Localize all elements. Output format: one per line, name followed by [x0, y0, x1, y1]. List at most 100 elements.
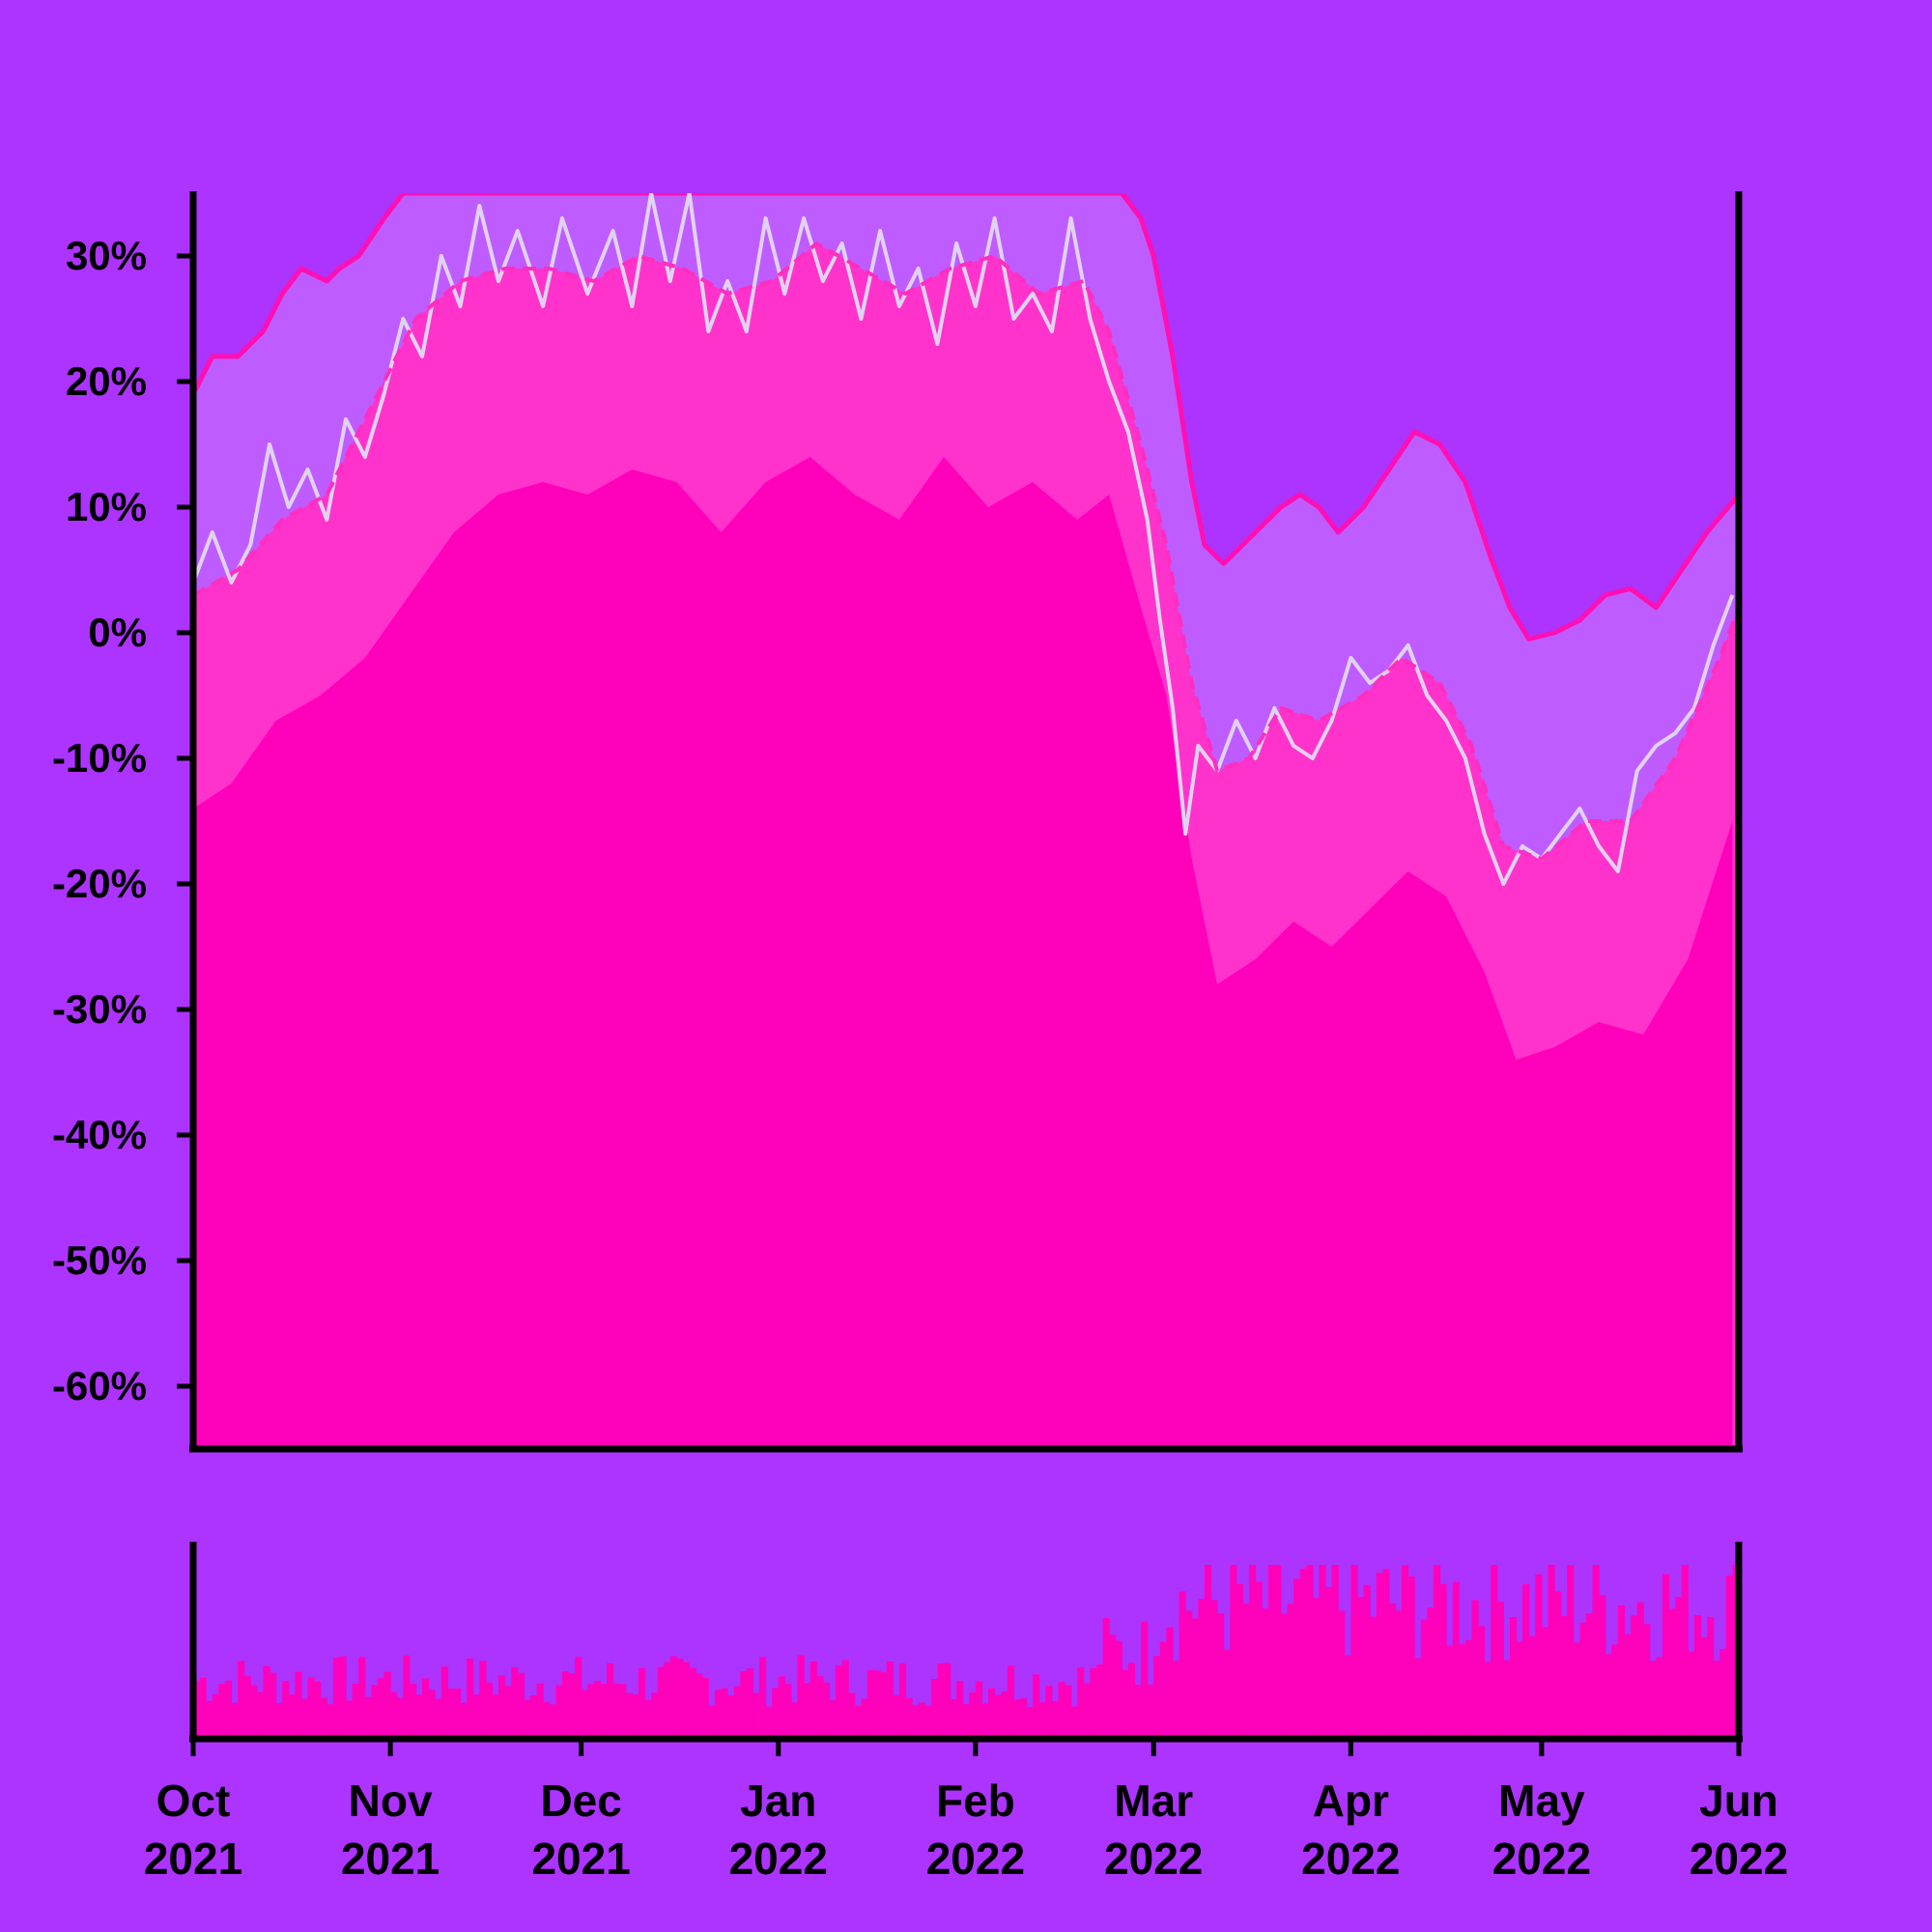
volume-bar — [1356, 1597, 1365, 1739]
volume-bar — [263, 1665, 270, 1739]
volume-bar — [428, 1690, 436, 1739]
volume-bar — [1573, 1642, 1580, 1739]
volume-bar — [1579, 1622, 1587, 1739]
y-tick-label: 0% — [88, 610, 147, 655]
volume-bar — [1122, 1669, 1129, 1739]
volume-bar — [1058, 1682, 1065, 1739]
volume-bar — [543, 1702, 551, 1739]
volume-bar — [1668, 1608, 1676, 1739]
volume-bar — [1083, 1683, 1091, 1739]
volume-bar — [1287, 1604, 1294, 1739]
x-tick-month: Oct — [156, 1776, 231, 1826]
volume-bar — [364, 1696, 372, 1739]
x-tick-month: Feb — [936, 1776, 1015, 1826]
y-tick-label: -60% — [52, 1363, 147, 1408]
volume-bar — [1070, 1706, 1078, 1739]
volume-bar — [1127, 1662, 1136, 1739]
volume-bar — [988, 1688, 996, 1739]
volume-bar — [275, 1702, 283, 1739]
volume-bar — [753, 1692, 760, 1739]
volume-bar — [898, 1663, 907, 1739]
volume-bar — [485, 1682, 494, 1739]
volume-bar — [1395, 1610, 1403, 1739]
volume-bar — [1115, 1640, 1122, 1739]
volume-bar — [1631, 1615, 1638, 1739]
x-tick-year: 2022 — [729, 1833, 828, 1884]
volume-bar — [937, 1663, 945, 1739]
y-tick-label: -10% — [52, 735, 147, 781]
volume-bar — [962, 1704, 970, 1739]
volume-bar — [1306, 1565, 1314, 1739]
volume-bar — [1166, 1627, 1174, 1739]
volume-bar — [530, 1694, 538, 1739]
volume-bar — [1649, 1661, 1657, 1739]
volume-bar — [332, 1658, 341, 1739]
volume-bar — [1434, 1565, 1441, 1739]
volume-bar — [644, 1699, 652, 1739]
x-tick-year: 2022 — [1301, 1833, 1400, 1884]
volume-bar — [1262, 1608, 1269, 1739]
volume-bar — [1077, 1667, 1085, 1739]
price-line — [193, 193, 1735, 886]
volume-bar — [1407, 1577, 1415, 1739]
volume-bar — [1051, 1701, 1060, 1739]
volume-bar — [708, 1705, 716, 1739]
volume-bar — [396, 1697, 404, 1739]
volume-bar — [1033, 1674, 1040, 1739]
volume-bar — [994, 1694, 1002, 1739]
x-tick-year: 2021 — [144, 1833, 242, 1884]
volume-bar — [288, 1694, 296, 1739]
volume-bar — [587, 1684, 595, 1739]
x-tick-month: Nov — [349, 1776, 433, 1826]
volume-bar — [377, 1678, 385, 1739]
volume-bar — [339, 1656, 347, 1739]
volume-bar — [243, 1676, 251, 1739]
x-tick-month: Dec — [540, 1776, 621, 1826]
volume-bar — [1719, 1649, 1727, 1739]
x-tick-month: Jan — [740, 1776, 816, 1826]
volume-bar — [701, 1678, 709, 1739]
volume-bar — [1236, 1583, 1243, 1739]
volume-bar — [632, 1694, 639, 1739]
volume-bar — [1541, 1627, 1549, 1739]
volume-bar — [193, 1681, 201, 1739]
volume-bar — [912, 1705, 920, 1739]
volume-bar — [651, 1692, 659, 1739]
volume-bar — [454, 1689, 462, 1739]
volume-bar — [1274, 1565, 1282, 1739]
volume-bar — [848, 1692, 856, 1739]
volume-bar — [638, 1667, 646, 1739]
volume-bar — [733, 1686, 741, 1739]
volume-bar — [1293, 1578, 1301, 1739]
y-tick-label: 30% — [66, 233, 147, 278]
y-tick-label: -20% — [52, 861, 147, 906]
x-tick-year: 2022 — [1104, 1833, 1203, 1884]
volume-bar — [683, 1662, 691, 1739]
volume-bar — [950, 1699, 957, 1739]
volume-bar — [1586, 1613, 1594, 1739]
volume-bar — [231, 1702, 239, 1739]
volume-bar — [1147, 1684, 1154, 1739]
moving-average-line — [193, 242, 1739, 861]
volume-bar — [873, 1670, 881, 1739]
x-tick-month: Jun — [1699, 1776, 1778, 1826]
y-axis: 30% 20% 10% 0% -10% -20% -30% -40% -50% -60% — [52, 233, 193, 1408]
volume-bar — [880, 1672, 888, 1739]
volume-bar — [422, 1678, 430, 1739]
volume-bar — [1102, 1618, 1110, 1739]
volume-bar — [1599, 1595, 1606, 1739]
volume-bar — [1478, 1626, 1486, 1739]
volume-bar — [492, 1694, 499, 1739]
volume-bar — [1026, 1707, 1034, 1739]
volume-bar — [790, 1702, 799, 1739]
volume-bar — [447, 1689, 455, 1739]
volume-bar — [212, 1693, 219, 1739]
volume-bar — [816, 1676, 824, 1739]
volume-bar — [1643, 1624, 1651, 1739]
volume-bar — [612, 1683, 620, 1739]
volume-bar — [250, 1685, 258, 1739]
volume-bar — [1491, 1565, 1498, 1739]
volume-bar — [1420, 1619, 1428, 1739]
volume-bar — [524, 1699, 531, 1739]
volume-bar — [1223, 1649, 1231, 1739]
